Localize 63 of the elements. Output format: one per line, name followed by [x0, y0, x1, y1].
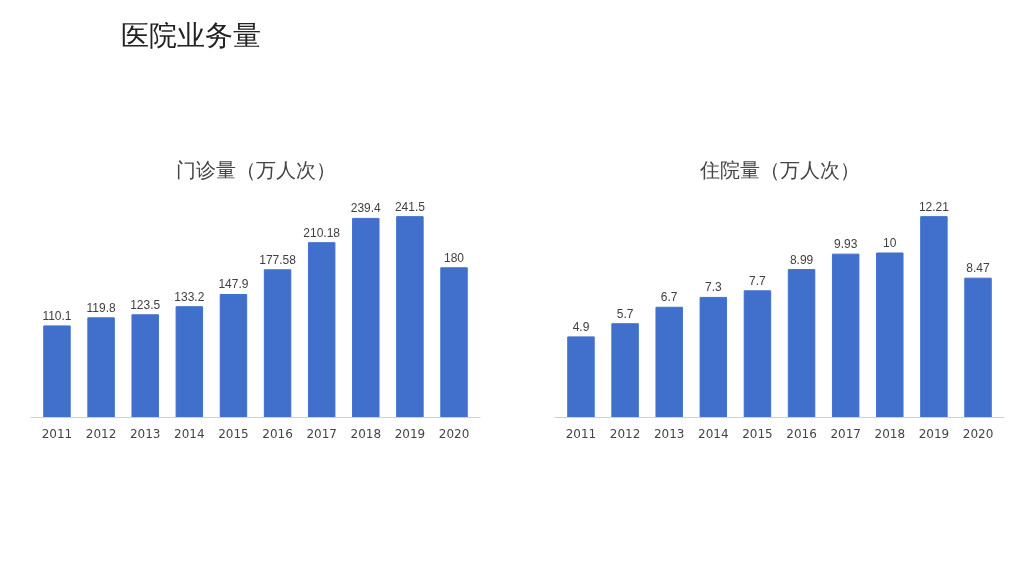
- bar: [219, 293, 248, 418]
- bar: [440, 267, 468, 418]
- bar: [307, 242, 336, 418]
- x-tick-label: 2020: [962, 426, 994, 441]
- data-label: 119.8: [86, 300, 116, 315]
- x-tick-label: 2018: [350, 426, 382, 441]
- data-label: 180: [444, 250, 465, 265]
- bar: [831, 253, 860, 418]
- data-label: 7.7: [749, 273, 767, 288]
- bar: [175, 306, 204, 418]
- x-tick-label: 2014: [174, 426, 205, 441]
- x-tick-label: 2017: [830, 426, 861, 441]
- bar: [263, 269, 292, 418]
- chart-title: 住院量（万人次）: [698, 157, 860, 182]
- data-label: 133.2: [174, 289, 205, 304]
- data-label: 12.21: [918, 199, 950, 214]
- bar: [655, 306, 683, 418]
- data-label: 6.7: [660, 290, 678, 305]
- x-tick-label: 2013: [129, 426, 161, 441]
- bar: [743, 290, 772, 418]
- bar: [876, 252, 904, 418]
- x-tick-label: 2019: [918, 426, 950, 441]
- data-label: 241.5: [394, 199, 426, 214]
- data-label: 147.9: [218, 277, 249, 292]
- bar: [611, 323, 639, 418]
- data-label: 7.3: [704, 280, 722, 295]
- bar: [396, 216, 424, 418]
- bar: [787, 269, 816, 418]
- x-tick-label: 2016: [262, 426, 293, 441]
- x-tick-label: 2018: [874, 426, 906, 441]
- data-label: 123.5: [130, 297, 161, 312]
- x-tick-label: 2015: [218, 426, 249, 441]
- x-tick-label: 2011: [565, 426, 597, 441]
- data-label: 9.93: [834, 237, 858, 252]
- bar: [567, 336, 595, 418]
- bar: [920, 216, 948, 418]
- bar: [352, 217, 380, 418]
- x-tick-label: 2020: [438, 426, 470, 441]
- bar: [964, 277, 992, 418]
- x-tick-label: 2012: [85, 426, 117, 441]
- bar: [699, 296, 728, 418]
- x-tick-label: 2015: [742, 426, 773, 441]
- data-label: 8.47: [966, 261, 991, 276]
- text: 医院业务量: [120, 19, 261, 52]
- bar: [43, 325, 71, 418]
- bar: [131, 314, 159, 418]
- data-label: 5.7: [616, 306, 634, 321]
- data-label: 10: [883, 235, 897, 250]
- x-tick-label: 2012: [609, 426, 641, 441]
- data-label: 239.4: [350, 201, 382, 216]
- data-label: 8.99: [789, 252, 814, 267]
- x-tick-label: 2011: [41, 426, 73, 441]
- x-tick-label: 2014: [698, 426, 729, 441]
- data-label: 177.58: [259, 252, 297, 267]
- bar: [87, 317, 115, 418]
- data-label: 110.1: [42, 308, 72, 323]
- x-tick-label: 2017: [306, 426, 337, 441]
- x-tick-label: 2013: [653, 426, 685, 441]
- x-tick-label: 2019: [394, 426, 426, 441]
- data-label: 210.18: [303, 225, 341, 240]
- data-label: 4.9: [572, 319, 590, 334]
- x-tick-label: 2016: [786, 426, 817, 441]
- chart-title: 门诊量（万人次）: [175, 157, 336, 182]
